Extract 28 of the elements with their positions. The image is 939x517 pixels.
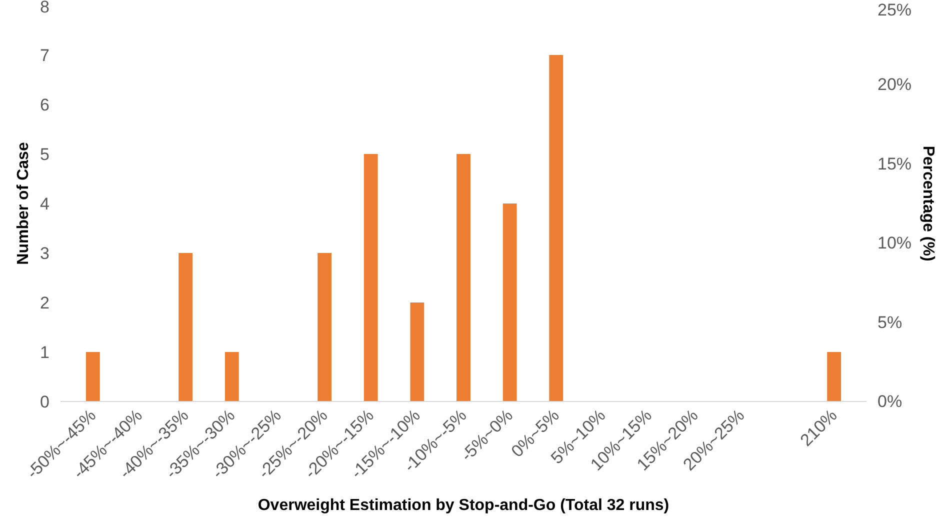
y2-tick-label: 0%	[878, 392, 902, 411]
bar	[318, 253, 332, 402]
bar	[549, 55, 564, 402]
x-axis-title: Overweight Estimation by Stop-and-Go (Total 32 runs)	[258, 497, 670, 514]
y2-tick-label: 15%	[878, 154, 912, 174]
bar	[224, 352, 239, 402]
y-tick-label: 4	[40, 194, 50, 214]
y-tick-label: 0	[40, 392, 50, 412]
y-tick-label: 1	[40, 343, 50, 362]
bar	[827, 352, 842, 402]
bar	[456, 154, 470, 402]
bar	[86, 352, 100, 402]
y2-axis-title: Percentage (%)	[920, 146, 937, 262]
y2-tick-label: 10%	[878, 234, 912, 253]
y2-tick-label: 5%	[878, 312, 902, 332]
bar	[178, 253, 193, 402]
y2-tick-label: 25%	[878, 0, 912, 20]
bar	[364, 154, 378, 402]
y-tick-label: 7	[40, 46, 50, 65]
y-tick-label: 8	[40, 0, 50, 16]
y-tick-label: 3	[40, 244, 50, 263]
y-tick-label: 6	[40, 96, 50, 114]
bar	[502, 204, 517, 402]
y-tick-label: 2	[40, 294, 50, 312]
bar	[410, 302, 424, 402]
y-axis-title: Number of Case	[15, 142, 32, 265]
y2-tick-label: 20%	[878, 75, 912, 94]
y-tick-label: 5	[40, 145, 50, 164]
